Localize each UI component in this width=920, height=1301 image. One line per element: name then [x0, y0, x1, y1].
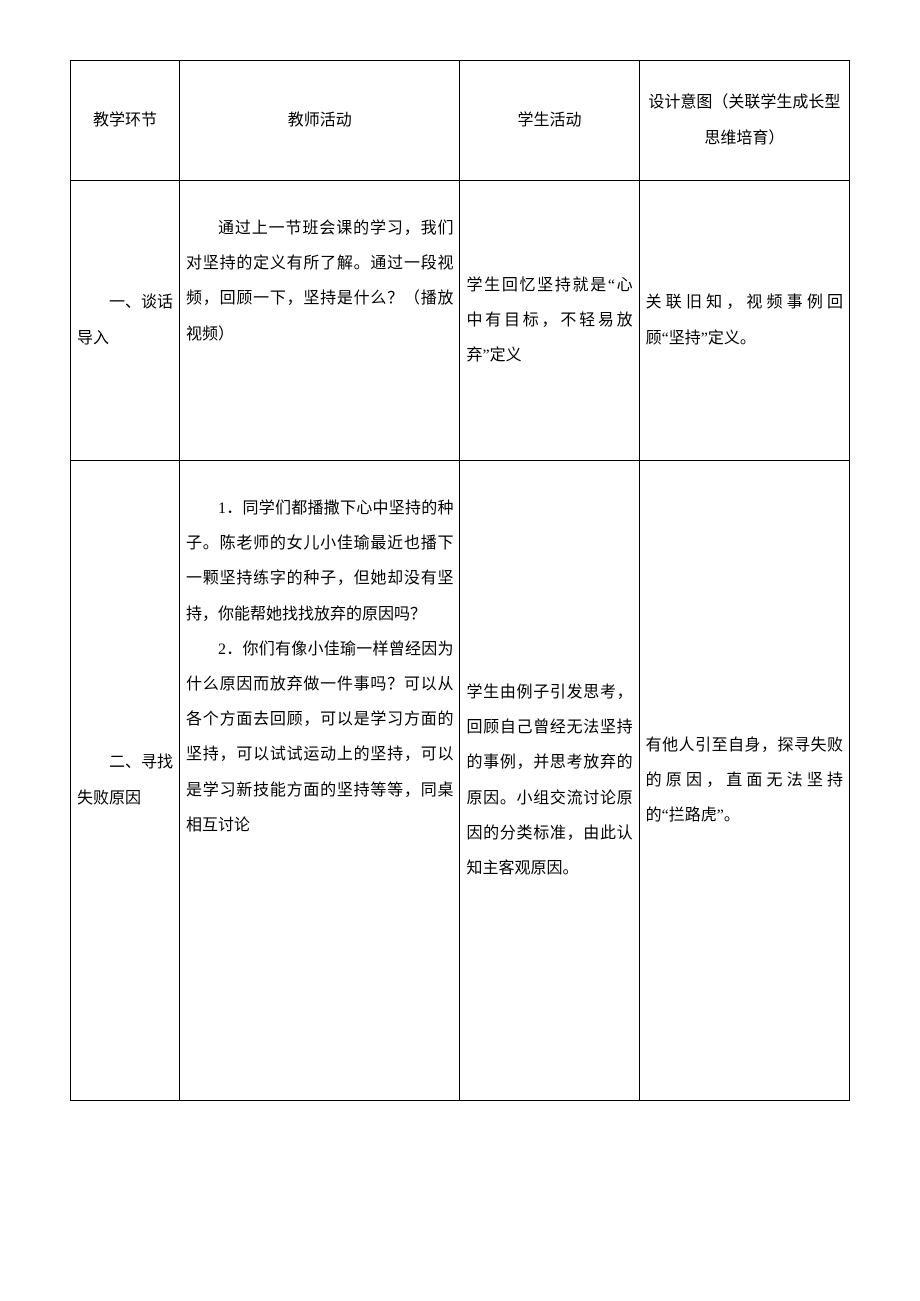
header-col4: 设计意图（关联学生成长型思维培育）: [639, 61, 849, 181]
row1-design-intent: 关联旧知，视频事例回顾“坚持”定义。: [639, 181, 849, 461]
table-header-row: 教学环节 教师活动 学生活动 设计意图（关联学生成长型思维培育）: [71, 61, 850, 181]
table-row: 一、谈话导入 通过上一节班会课的学习，我们对坚持的定义有所了解。通过一段视频，回…: [71, 181, 850, 461]
header-col2: 教师活动: [180, 61, 460, 181]
header-col3: 学生活动: [460, 61, 639, 181]
row2-col2-item1: 1．同学们都播撒下心中坚持的种子。陈老师的女儿小佳瑜最近也播下一颗坚持练字的种子…: [186, 491, 453, 632]
row1-label-text: 一、谈话导入: [77, 285, 173, 355]
table-row: 二、寻找失败原因 1．同学们都播撒下心中坚持的种子。陈老师的女儿小佳瑜最近也播下…: [71, 461, 850, 1101]
row1-teacher-activity: 通过上一节班会课的学习，我们对坚持的定义有所了解。通过一段视频，回顾一下，坚持是…: [180, 181, 460, 461]
row2-item1-num: 1: [218, 500, 226, 517]
row1-student-activity: 学生回忆坚持就是“心中有目标，不轻易放弃”定义: [460, 181, 639, 461]
row2-item2-num: 2: [218, 641, 226, 658]
row2-col2-item2: 2．你们有像小佳瑜一样曾经因为什么原因而放弃做一件事吗？可以从各个方面去回顾，可…: [186, 632, 453, 843]
row2-item1-text: ．同学们都播撒下心中坚持的种子。陈老师的女儿小佳瑜最近也播下一颗坚持练字的种子，…: [186, 500, 453, 623]
row2-student-activity: 学生由例子引发思考，回顾自己曾经无法坚持的事例，并思考放弃的原因。小组交流讨论原…: [460, 461, 639, 1101]
row2-label-text: 二、寻找失败原因: [77, 745, 173, 815]
row2-teacher-activity: 1．同学们都播撒下心中坚持的种子。陈老师的女儿小佳瑜最近也播下一颗坚持练字的种子…: [180, 461, 460, 1101]
header-col1: 教学环节: [71, 61, 180, 181]
document-page: 教学环节 教师活动 学生活动 设计意图（关联学生成长型思维培育） 一、谈话导入 …: [70, 60, 850, 1101]
row2-label: 二、寻找失败原因: [71, 461, 180, 1101]
row1-label: 一、谈话导入: [71, 181, 180, 461]
row1-col2-text: 通过上一节班会课的学习，我们对坚持的定义有所了解。通过一段视频，回顾一下，坚持是…: [186, 211, 453, 352]
lesson-plan-table: 教学环节 教师活动 学生活动 设计意图（关联学生成长型思维培育） 一、谈话导入 …: [70, 60, 850, 1101]
row2-item2-text: ．你们有像小佳瑜一样曾经因为什么原因而放弃做一件事吗？可以从各个方面去回顾，可以…: [186, 641, 453, 834]
row2-design-intent: 有他人引至自身，探寻失败的原因，直面无法坚持的“拦路虎”。: [639, 461, 849, 1101]
